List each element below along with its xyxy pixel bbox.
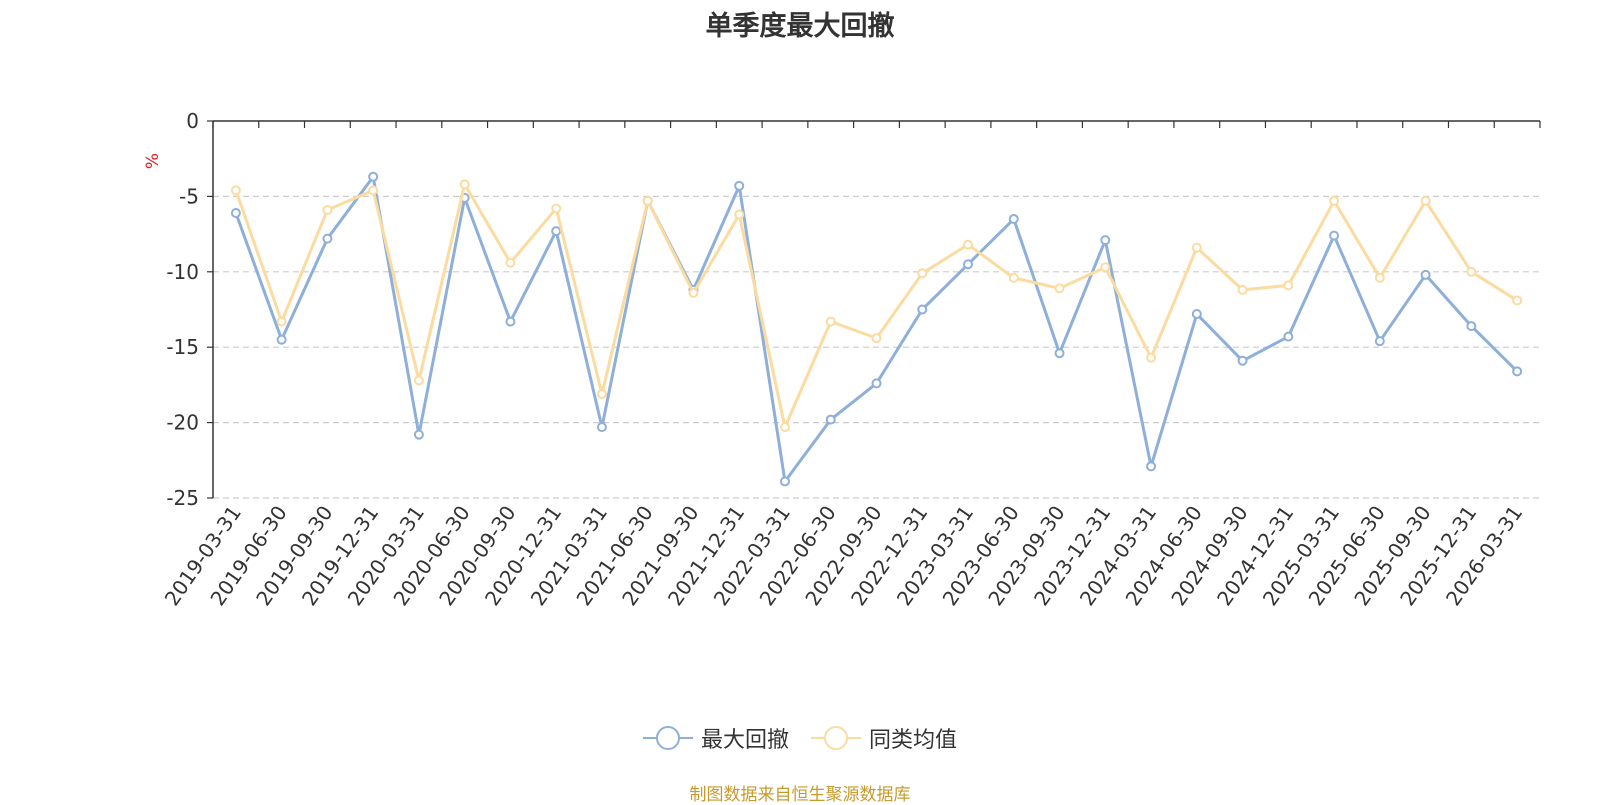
data-point	[276, 316, 287, 327]
data-point	[368, 185, 379, 196]
data-point	[1374, 336, 1385, 347]
data-point	[551, 203, 562, 214]
data-point	[1100, 235, 1111, 246]
data-point	[963, 239, 974, 250]
data-point	[734, 180, 745, 191]
data-point	[1237, 355, 1248, 366]
data-point	[779, 422, 790, 433]
chart-title: 单季度最大回撤	[705, 11, 895, 42]
data-point	[1466, 321, 1477, 332]
data-point	[596, 388, 607, 399]
data-point	[1512, 295, 1523, 306]
data-point	[1420, 195, 1431, 206]
data-point	[1146, 352, 1157, 363]
legend-marker-icon	[811, 726, 861, 750]
data-point	[779, 476, 790, 487]
data-point	[1008, 214, 1019, 225]
grid-lines	[213, 195, 1540, 499]
data-point	[1374, 272, 1385, 283]
data-point	[1146, 461, 1157, 472]
data-point	[505, 257, 516, 268]
data-point	[322, 204, 333, 215]
data-point	[963, 259, 974, 270]
legend-item-max-drawdown[interactable]: 最大回撤	[642, 722, 789, 754]
y-axis-unit-label: %	[143, 153, 163, 169]
data-point	[1237, 284, 1248, 295]
data-point	[459, 179, 470, 190]
y-tick-label: -25	[166, 486, 199, 510]
legend-label: 同类均值	[869, 728, 958, 753]
data-point	[505, 316, 516, 327]
data-point	[1466, 266, 1477, 277]
data-point	[413, 429, 424, 440]
data-point	[871, 378, 882, 389]
legend-marker-icon	[642, 726, 693, 750]
data-point	[1100, 262, 1111, 273]
legend: 最大回撤 同类均值	[0, 720, 1600, 756]
data-point	[322, 233, 333, 244]
data-point	[230, 207, 241, 218]
data-point	[1283, 331, 1294, 342]
data-point	[1283, 280, 1294, 291]
y-tick-label: -10	[166, 260, 199, 284]
data-point	[276, 334, 287, 345]
data-point	[1329, 230, 1340, 241]
y-tick-label: -20	[166, 411, 199, 435]
data-point	[1191, 309, 1202, 320]
y-tick-label: -5	[179, 184, 199, 208]
data-point	[230, 185, 241, 196]
data-point	[1420, 269, 1431, 280]
data-point	[688, 287, 699, 298]
y-tick-label: 0	[186, 109, 199, 133]
legend-label: 最大回撤	[700, 728, 789, 753]
data-point	[871, 333, 882, 344]
data-point	[1191, 242, 1202, 253]
data-point	[596, 422, 607, 433]
series-line-0	[234, 175, 1519, 483]
data-point	[1054, 348, 1065, 359]
data-point	[1329, 195, 1340, 206]
data-point	[917, 304, 928, 315]
data-point	[825, 316, 836, 327]
legend-item-category-average[interactable]: 同类均值	[811, 722, 957, 754]
data-point	[1008, 272, 1019, 283]
data-point	[734, 209, 745, 220]
data-point	[917, 268, 928, 279]
data-point	[642, 195, 653, 206]
data-point	[551, 226, 562, 237]
data-point	[1512, 366, 1523, 377]
data-source-note: 制图数据来自恒生聚源数据库	[689, 785, 911, 805]
series	[230, 171, 1523, 487]
data-point	[1054, 283, 1065, 294]
data-point	[825, 414, 836, 425]
data-point	[368, 171, 379, 182]
y-tick-label: -15	[166, 335, 199, 359]
data-point	[413, 375, 424, 386]
